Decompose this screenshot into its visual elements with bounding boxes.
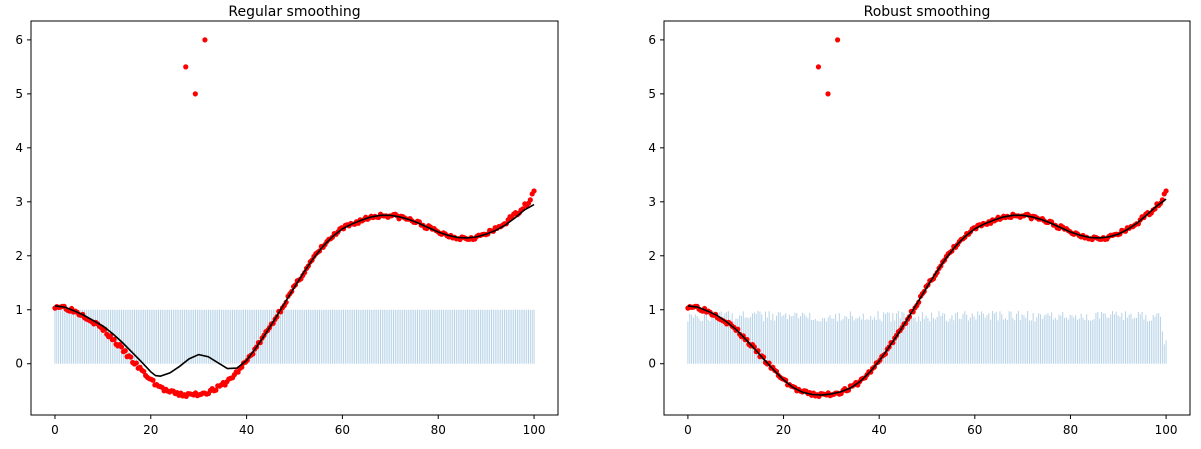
x-tick-label: 60 — [335, 423, 350, 437]
chart-robust-smoothing: 0 20 40 60 80 100 0 1 2 3 4 5 6 Robust smoothing — [648, 4, 1191, 437]
y-tick-label: 3 — [15, 195, 23, 209]
y-tick-label: 3 — [648, 195, 656, 209]
outlier-point — [825, 91, 831, 97]
x-tick-label: 100 — [523, 423, 546, 437]
outlier-point — [192, 91, 198, 97]
y-tick-label: 0 — [648, 357, 656, 371]
y-tick-label: 2 — [648, 249, 656, 263]
y-tick-label: 5 — [15, 87, 23, 101]
data-point — [133, 360, 139, 366]
data-point — [141, 368, 147, 375]
data-point — [531, 188, 537, 194]
axes-frame — [30, 20, 559, 416]
data-point — [773, 368, 780, 375]
y-tick-label: 6 — [15, 33, 23, 47]
x-tick-label: 40 — [239, 423, 254, 437]
chart-title: Robust smoothing — [864, 4, 991, 20]
y-tick-label: 5 — [648, 87, 656, 101]
outlier-point — [815, 64, 822, 70]
x-tick-label: 60 — [967, 423, 982, 437]
smoothed-line — [687, 198, 1167, 396]
y-tick-label: 4 — [648, 141, 656, 155]
y-tick-label: 4 — [15, 141, 23, 155]
y-tick-label: 0 — [15, 357, 23, 371]
y-tick-label: 1 — [648, 303, 656, 317]
weight-bars — [687, 310, 1167, 364]
outlier-point — [183, 64, 189, 70]
smoothed-line — [54, 203, 535, 377]
data-point — [128, 354, 134, 360]
data-point — [122, 348, 128, 354]
data-point — [213, 387, 219, 393]
data-point — [527, 197, 533, 203]
axes-frame — [663, 20, 1191, 416]
x-tick-label: 100 — [1155, 423, 1178, 437]
x-tick-label: 0 — [684, 423, 692, 437]
data-point — [118, 344, 125, 350]
x-tick-label: 20 — [776, 423, 791, 437]
data-point — [111, 336, 117, 343]
data-point — [150, 377, 156, 383]
x-tick-label: 80 — [1063, 423, 1078, 437]
chart-title: Regular smoothing — [228, 4, 360, 20]
y-tick-label: 6 — [648, 33, 656, 47]
chart-regular-smoothing: 0 20 40 60 80 100 0 1 2 3 4 5 6 Regular smoothing — [15, 4, 559, 437]
x-tick-label: 80 — [431, 423, 446, 437]
data-point — [1163, 188, 1169, 194]
y-tick-label: 1 — [15, 303, 23, 317]
data-point — [1152, 206, 1158, 212]
outlier-point — [202, 37, 208, 43]
x-tick-label: 0 — [51, 423, 59, 437]
weight-bars — [54, 309, 535, 364]
outlier-point — [834, 37, 841, 43]
y-tick-label: 2 — [15, 249, 23, 263]
x-tick-label: 40 — [872, 423, 887, 437]
x-tick-label: 20 — [143, 423, 158, 437]
